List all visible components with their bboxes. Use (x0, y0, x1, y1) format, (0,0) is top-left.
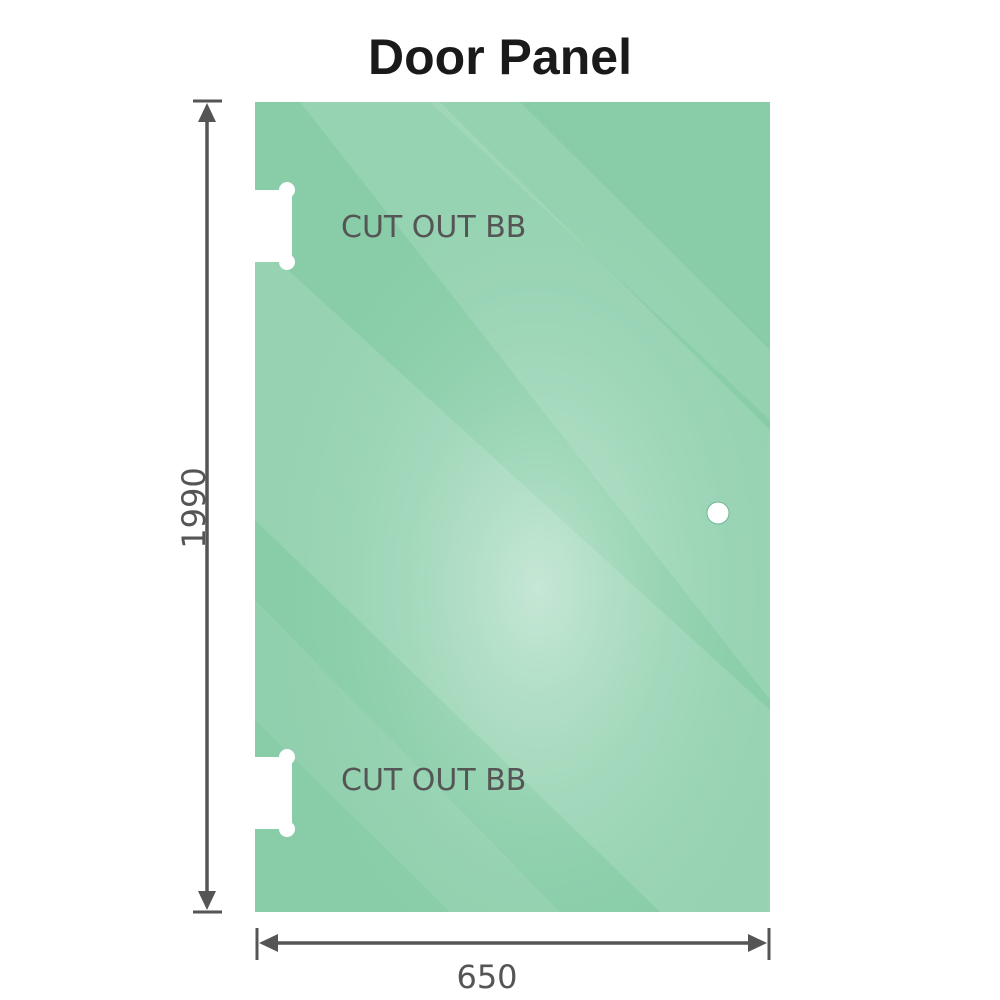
cutout-bottom (250, 749, 295, 837)
page-title: Door Panel (368, 29, 632, 85)
height-dimension-line (193, 99, 222, 914)
width-value: 650 (456, 958, 517, 996)
cutout-top (250, 182, 295, 270)
glass-panel (255, 102, 770, 912)
height-value: 1990 (175, 467, 213, 548)
cutout-label-top: CUT OUT BB (341, 210, 526, 245)
handle-hole (706, 501, 730, 525)
cutout-label-bottom: CUT OUT BB (341, 763, 526, 798)
width-dimension-line (255, 928, 771, 960)
